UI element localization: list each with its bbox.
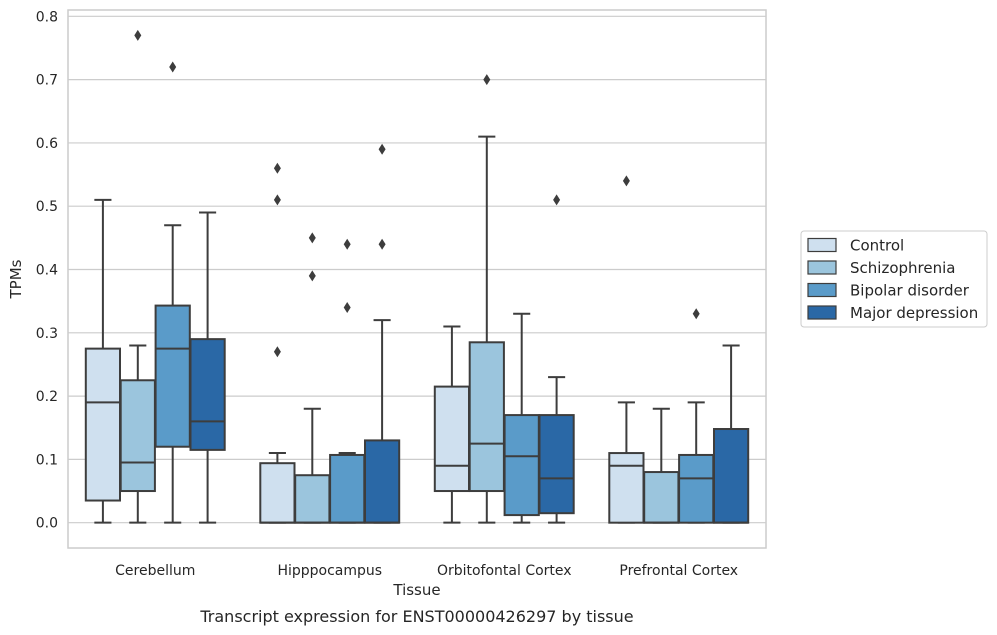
legend-label-major-depression: Major depression [850,304,978,322]
outlier-point [273,346,281,358]
box-major-depression [538,194,575,524]
outlier-point [273,162,281,174]
box-bipolar-disorder [503,312,540,524]
y-tick-label: 0.5 [36,199,58,215]
y-tick-labels: 0.0 0.1 0.2 0.3 0.4 0.5 0.6 0.7 0.8 [36,9,58,531]
x-tick-label: Cerebellum [115,563,195,579]
box-group-hipppocampus [259,143,401,524]
box-schizophrenia [294,232,331,524]
box-major-depression [712,344,750,524]
iqr-box [154,304,191,448]
box-schizophrenia [468,74,505,524]
figure-caption: Transcript expression for ENST0000042629… [199,607,633,626]
outlier-point [343,238,351,250]
outlier-point [483,74,491,86]
iqr-box [503,414,540,517]
iqr-box [643,471,680,524]
y-tick-label: 0.8 [36,9,58,25]
box-group-orbitofontal-cortex [433,74,575,524]
iqr-box [329,453,366,524]
box-control [259,162,296,524]
outlier-point [308,270,316,282]
outlier-point [553,194,561,206]
iqr-box [433,385,471,493]
legend-frame [800,230,988,328]
legend-swatch-major-depression [807,305,837,320]
box-major-depression [189,211,226,524]
iqr-box [608,452,645,524]
box-control [84,198,122,524]
box-control [433,325,471,524]
outlier-point [134,29,142,41]
box-major-depression [363,143,401,524]
x-axis-label: Tissue [392,581,440,599]
legend-label-bipolar-disorder: Bipolar disorder [850,282,970,300]
legend-swatch-control [807,237,837,253]
outlier-point [622,175,630,187]
y-tick-label: 0.0 [36,516,58,532]
legend: Control Schizophrenia Bipolar disorder Majo… [800,230,988,328]
outlier-point [343,301,351,313]
plot-area [68,10,766,548]
y-tick-label: 0.7 [36,73,58,89]
box-schizophrenia [643,407,680,524]
outlier-point [378,238,386,250]
outlier-point [169,61,177,73]
x-tick-label: Orbitofontal Cortex [437,563,572,579]
y-tick-label: 0.1 [36,452,58,468]
box-control [608,175,645,524]
outlier-point [308,232,316,244]
legend-label-control: Control [850,237,904,255]
box-bipolar-disorder [678,308,715,524]
iqr-box [678,453,715,524]
iqr-box [84,347,122,502]
iqr-box [712,428,750,524]
x-tick-label: Prefrontal Cortex [619,563,738,579]
legend-label-schizophrenia: Schizophrenia [850,259,955,277]
outlier-point [378,143,386,155]
outlier-point [692,308,700,320]
box-groups [84,29,750,524]
iqr-box [259,462,296,524]
y-tick-label: 0.2 [36,389,58,405]
box-group-cerebellum [84,29,226,524]
iqr-box [538,414,575,515]
iqr-box [468,341,505,493]
x-tick-label: Hipppocampus [277,563,382,579]
iqr-box [294,474,331,524]
y-tick-label: 0.6 [36,136,58,152]
box-group-prefrontal-cortex [608,175,750,524]
y-axis-label: TPMs [7,259,25,299]
y-tick-label: 0.4 [36,263,58,279]
box-bipolar-disorder [154,61,191,524]
iqr-box [363,439,401,524]
x-tick-labels: Cerebellum Hipppocampus Orbitofontal Corte… [115,563,738,579]
y-tick-label: 0.3 [36,326,58,342]
plot-frame [67,9,767,549]
iqr-box [189,338,226,451]
iqr-box [119,379,156,493]
legend-swatch-schizophrenia [807,260,837,275]
legend-swatch-bipolar-disorder [807,282,837,298]
outlier-point [273,194,281,206]
